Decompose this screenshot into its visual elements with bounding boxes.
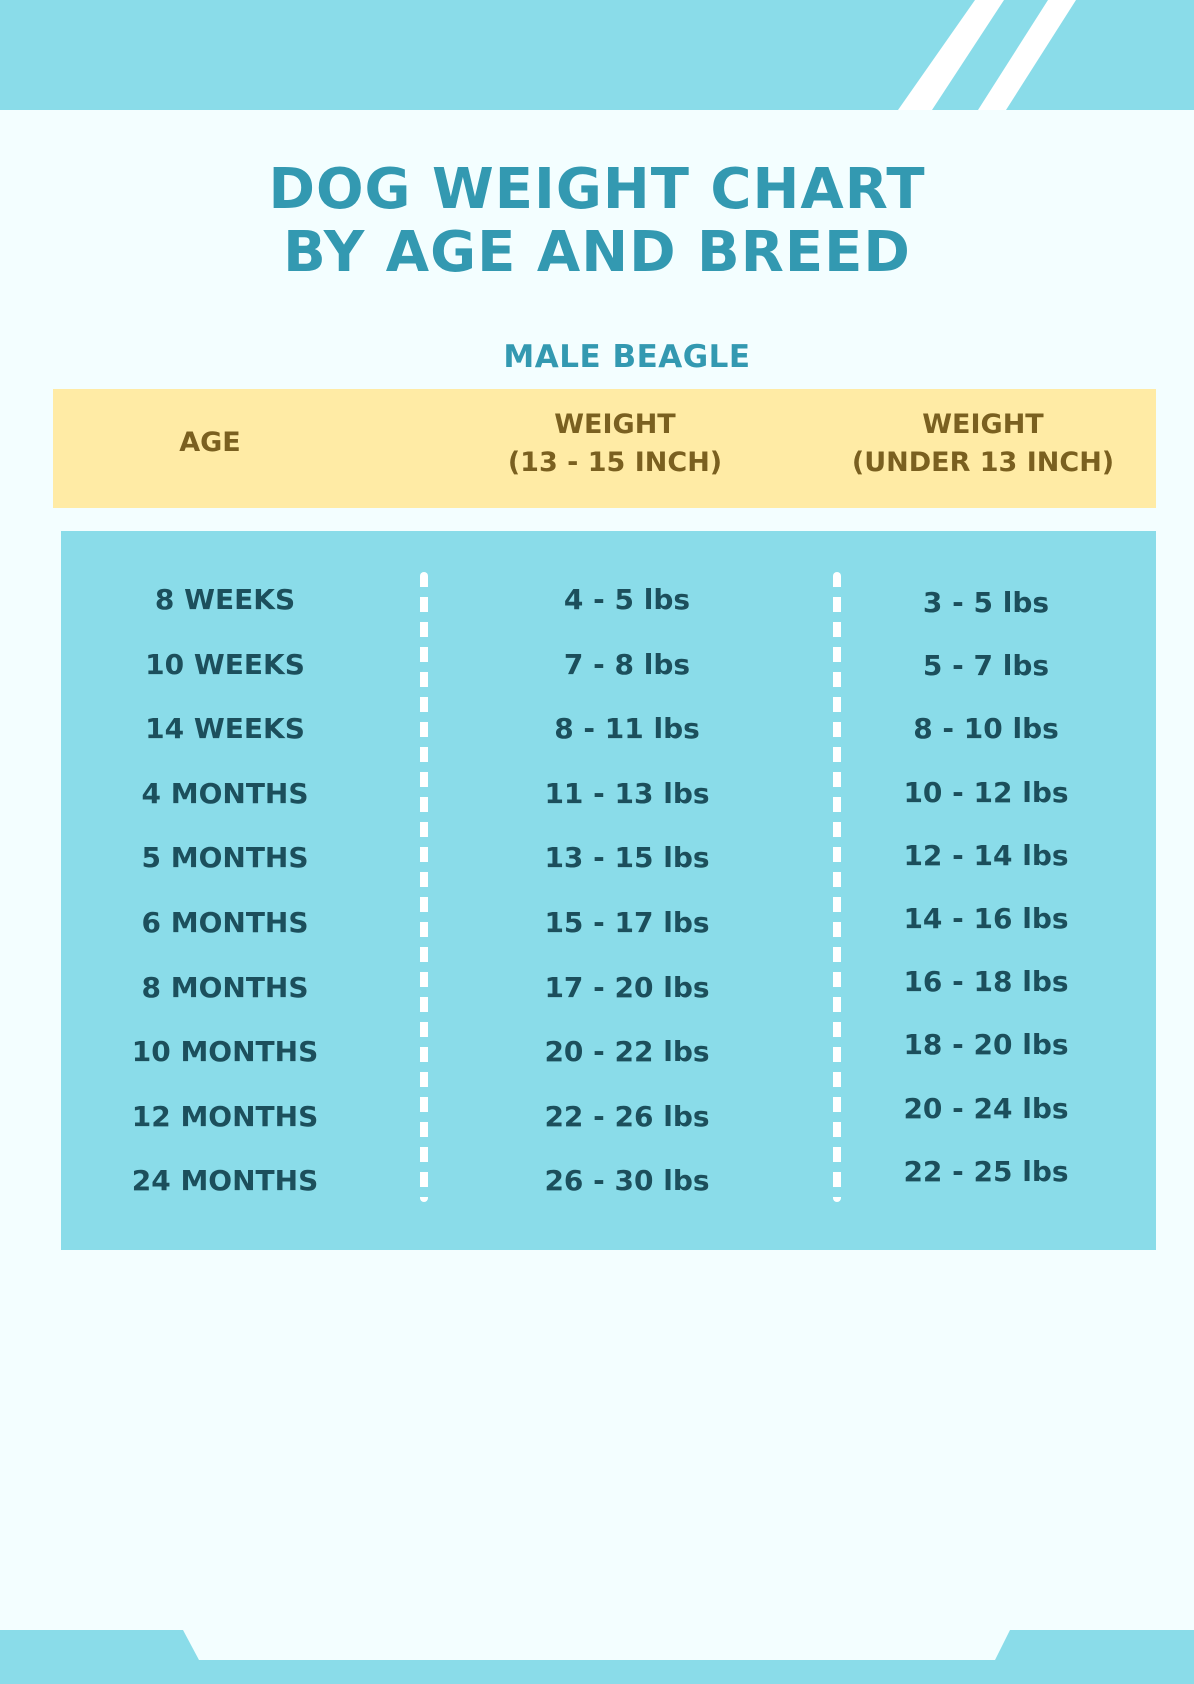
table-cell-weight-13-15: 26 - 30 lbs — [544, 1164, 710, 1198]
table-cell-weight-13-15: 8 - 11 lbs — [554, 712, 700, 746]
table-cell-weight-under-13: 14 - 16 lbs — [903, 902, 1069, 935]
table-cell-age: 6 MONTHS — [141, 906, 309, 939]
table-cell-weight-under-13: 3 - 5 lbs — [922, 586, 1050, 619]
column-divider-2 — [833, 572, 841, 1202]
table-cell-weight-13-15: 17 - 20 lbs — [544, 970, 710, 1004]
table-cell-weight-13-15: 13 - 15 lbs — [544, 841, 710, 875]
bottom-decorative-band — [0, 1630, 1194, 1684]
table-cell-weight-13-15: 7 - 8 lbs — [563, 647, 691, 681]
table-body — [61, 531, 1156, 1250]
table-cell-weight-13-15: 4 - 5 lbs — [563, 583, 691, 616]
table-cell-weight-under-13: 12 - 14 lbs — [903, 838, 1069, 872]
header-weight-under-13-inch: WEIGHT (UNDER 13 INCH) — [818, 406, 1148, 482]
breed-subtitle: MALE BEAGLE — [503, 339, 751, 375]
table-cell-weight-under-13: 18 - 20 lbs — [903, 1028, 1069, 1062]
page-title: DOG WEIGHT CHART BY AGE AND BREED — [0, 158, 1194, 284]
title-line-2: BY AGE AND BREED — [283, 220, 911, 285]
table-cell-weight-13-15: 11 - 13 lbs — [544, 776, 710, 810]
table-cell-weight-13-15: 20 - 22 lbs — [544, 1035, 710, 1069]
table-cell-age: 24 MONTHS — [131, 1164, 319, 1198]
table-cell-weight-under-13: 16 - 18 lbs — [903, 965, 1069, 999]
table-cell-weight-under-13: 22 - 25 lbs — [903, 1154, 1069, 1188]
header-weight-13-15-inch: WEIGHT (13 - 15 INCH) — [440, 406, 790, 482]
header-weight-13-15-line-1: WEIGHT — [554, 409, 676, 440]
top-decorative-band — [0, 0, 1194, 110]
table-cell-weight-13-15: 22 - 26 lbs — [544, 1099, 710, 1133]
table-cell-weight-under-13: 20 - 24 lbs — [903, 1091, 1069, 1125]
table-cell-age: 14 WEEKS — [145, 712, 305, 746]
table-cell-weight-under-13: 10 - 12 lbs — [903, 775, 1069, 809]
header-weight-13-15-line-2: (13 - 15 INCH) — [507, 447, 723, 478]
diagonal-stripe-2 — [978, 0, 1076, 110]
table-cell-age: 10 MONTHS — [131, 1035, 319, 1069]
table-cell-weight-under-13: 8 - 10 lbs — [913, 712, 1059, 746]
table-cell-age: 4 MONTHS — [141, 776, 309, 810]
header-weight-under-13-line-2: (UNDER 13 INCH) — [851, 447, 1115, 478]
column-divider-1 — [420, 572, 428, 1202]
header-weight-under-13-line-1: WEIGHT — [922, 409, 1044, 440]
table-cell-age: 8 MONTHS — [141, 970, 309, 1004]
title-line-1: DOG WEIGHT CHART — [268, 157, 926, 222]
table-cell-age: 12 MONTHS — [131, 1099, 319, 1133]
table-header-band — [53, 389, 1156, 508]
table-cell-weight-13-15: 15 - 17 lbs — [544, 906, 710, 939]
table-cell-weight-under-13: 5 - 7 lbs — [922, 649, 1050, 683]
table-cell-age: 10 WEEKS — [145, 647, 305, 681]
diagonal-stripe-1 — [898, 0, 1004, 110]
table-cell-age: 8 WEEKS — [154, 583, 296, 616]
table-cell-age: 5 MONTHS — [141, 841, 309, 875]
header-age: AGE — [179, 427, 241, 458]
